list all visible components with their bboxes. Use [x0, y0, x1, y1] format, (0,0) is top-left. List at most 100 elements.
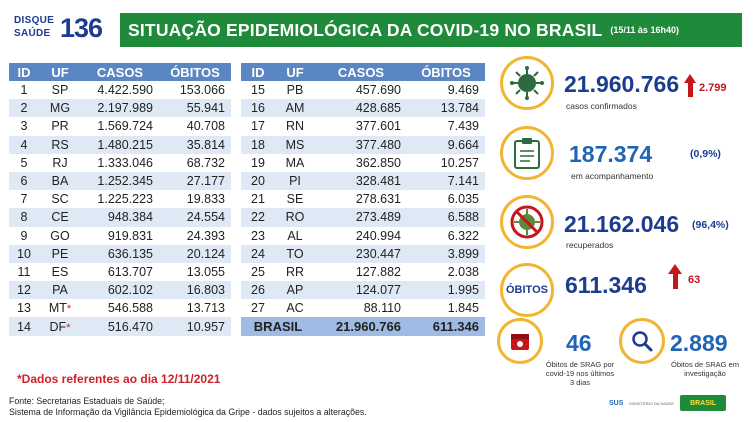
row-obitos: 6.322 — [407, 227, 485, 245]
disque-saude-logo: DISQUE SAÚDE 136 — [8, 11, 110, 47]
row-obitos: 7.141 — [407, 171, 485, 191]
row-obitos-text: 19.833 — [186, 192, 225, 207]
row-obitos-text: 40.708 — [186, 119, 225, 134]
row-obitos-text: 6.322 — [447, 228, 479, 243]
row-uf: MS — [275, 135, 315, 154]
row-casos-text: 4.422.590 — [97, 83, 153, 98]
table-row: 2 MG 2.197.989 55.941 — [9, 99, 231, 118]
row-obitos: 10.257 — [407, 154, 485, 172]
row-id: 26 — [241, 281, 275, 300]
row-id-text: 4 — [20, 137, 28, 152]
row-id-text: 14 — [17, 319, 31, 334]
row-id: 2 — [9, 99, 39, 118]
row-id: 15 — [241, 81, 275, 99]
table-row: 27 AC 88.110 1.845 — [241, 299, 485, 317]
col-id: ID — [241, 63, 275, 81]
row-id-text: 1 — [20, 83, 28, 98]
table-row: 1 SP 4.422.590 153.066 — [9, 81, 231, 99]
row-id: 20 — [241, 171, 275, 191]
row-id: 27 — [241, 299, 275, 317]
deaths-value: 611.346 — [565, 272, 647, 298]
row-uf-text: MG — [49, 101, 71, 116]
row-uf: RJ — [39, 154, 81, 172]
row-id-text: 11 — [17, 264, 31, 279]
row-casos-text: 328.481 — [355, 174, 401, 189]
recovered-icon-circle — [500, 195, 554, 249]
row-casos: 127.882 — [315, 263, 407, 281]
row-uf-text: MA — [285, 155, 305, 170]
row-casos: 377.480 — [315, 135, 407, 154]
col-obitos: ÓBITOS — [159, 63, 231, 81]
magnifier-icon — [632, 331, 653, 352]
srag-investigation-value: 2.889 — [670, 330, 728, 356]
row-id: 22 — [241, 208, 275, 227]
clipboard-icon — [514, 138, 540, 169]
row-obitos-text: 27.177 — [186, 174, 225, 189]
row-uf: SP — [39, 81, 81, 99]
row-id: 18 — [241, 135, 275, 154]
srag-recent-label-line3: 3 dias — [569, 378, 590, 387]
row-id-text: 19 — [251, 155, 265, 170]
row-casos-text: 88.110 — [363, 301, 401, 316]
logo-number: 136 — [60, 13, 103, 43]
row-id-text: 3 — [20, 119, 28, 134]
row-casos: 230.447 — [315, 244, 407, 263]
table-row: 10 PE 636.135 20.124 — [9, 244, 231, 263]
row-id: 21 — [241, 190, 275, 208]
confirmed-value: 21.960.766 — [564, 71, 680, 97]
data-note: *Dados referentes ao dia 12/11/2021 — [17, 372, 221, 386]
source-line1: Fonte: Secretarias Estaduais de Saúde; — [9, 396, 165, 406]
row-casos: 516.470 — [81, 317, 159, 336]
monitoring-icon-circle — [500, 126, 554, 180]
row-uf-text: MT — [48, 301, 67, 316]
virus-crossed-icon — [510, 205, 544, 239]
row-id-text: 9 — [20, 228, 28, 243]
table-row: 17 RN 377.601 7.439 — [241, 117, 485, 135]
row-casos: 919.831 — [81, 227, 159, 245]
row-obitos-text: 68.732 — [186, 155, 225, 170]
row-id-text: 22 — [251, 210, 265, 225]
row-casos-text: 127.882 — [355, 264, 401, 279]
row-uf-text: ES — [51, 264, 69, 279]
row-casos: 1.252.345 — [81, 171, 159, 191]
row-uf-text: RO — [285, 210, 305, 225]
row-casos-text: 240.994 — [355, 228, 401, 243]
row-id-text: 18 — [251, 137, 265, 152]
row-casos-text: 2.197.989 — [97, 101, 153, 116]
row-obitos: 1.995 — [407, 281, 485, 300]
confirmed-increase: 2.799 — [699, 82, 727, 94]
deaths-badge: ÓBITOS — [506, 284, 548, 296]
row-obitos-text: 153.066 — [179, 83, 225, 98]
srag-recent-label-line2: covid-19 nos últimos — [545, 369, 615, 378]
row-id: 4 — [9, 135, 39, 154]
table-row: 13 MT* 546.588 13.713 — [9, 299, 231, 317]
row-obitos-text: 24.393 — [186, 228, 225, 243]
row-casos: 4.422.590 — [81, 81, 159, 99]
col-casos: CASOS — [81, 63, 159, 81]
table-row: 9 GO 919.831 24.393 — [9, 227, 231, 245]
monitoring-label: em acompanhamento — [571, 171, 654, 181]
row-uf-text: RR — [285, 264, 305, 279]
row-id-text: 16 — [251, 101, 265, 116]
row-obitos: 40.708 — [159, 117, 231, 135]
row-casos-text: 1.480.215 — [97, 137, 153, 152]
total-label: BRASIL — [241, 317, 315, 337]
recovered-label: recuperados — [566, 240, 614, 250]
row-id-text: 21 — [251, 192, 265, 207]
title-bar: SITUAÇÃO EPIDEMIOLÓGICA DA COVID-19 NO B… — [120, 13, 742, 47]
row-id: 14 — [9, 317, 39, 336]
table-row: 4 RS 1.480.215 35.814 — [9, 135, 231, 154]
row-uf: PB — [275, 81, 315, 99]
monitoring-pct: (0,9%) — [690, 148, 721, 160]
row-uf-text: GO — [50, 228, 70, 243]
confirmed-icon-circle — [500, 56, 554, 110]
row-casos: 1.569.724 — [81, 117, 159, 135]
col-uf: UF — [275, 63, 315, 81]
srag-recent-icon-circle — [497, 318, 543, 364]
row-obitos: 10.957 — [159, 317, 231, 336]
source-line2: Sistema de Informação da Vigilância Epid… — [9, 407, 367, 417]
row-uf: AM — [275, 99, 315, 118]
row-casos: 613.707 — [81, 263, 159, 281]
row-obitos: 9.664 — [407, 135, 485, 154]
row-uf-text: MS — [285, 137, 305, 152]
